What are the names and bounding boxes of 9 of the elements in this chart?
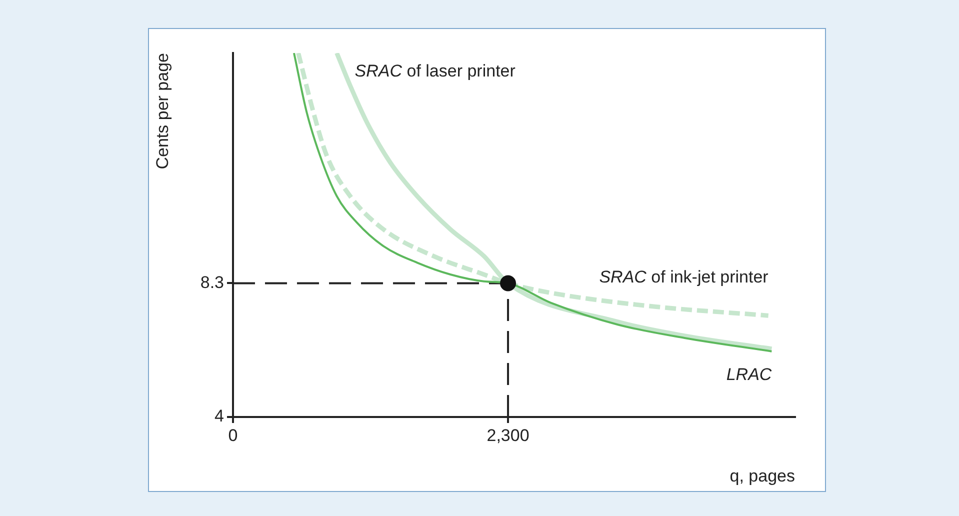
x-tick-label: 0: [228, 426, 238, 445]
y-axis-title: Cents per page: [152, 53, 172, 170]
x-tick-label: 2,300: [486, 426, 530, 445]
y-tick-label: 4: [214, 406, 224, 426]
series-label: LRAC: [726, 365, 772, 384]
y-tick-label: 8.3: [200, 272, 224, 292]
series-label: SRAC of ink-jet printer: [599, 267, 769, 286]
x-axis-title: q, pages: [730, 466, 795, 486]
series-label: SRAC of laser printer: [354, 62, 516, 81]
